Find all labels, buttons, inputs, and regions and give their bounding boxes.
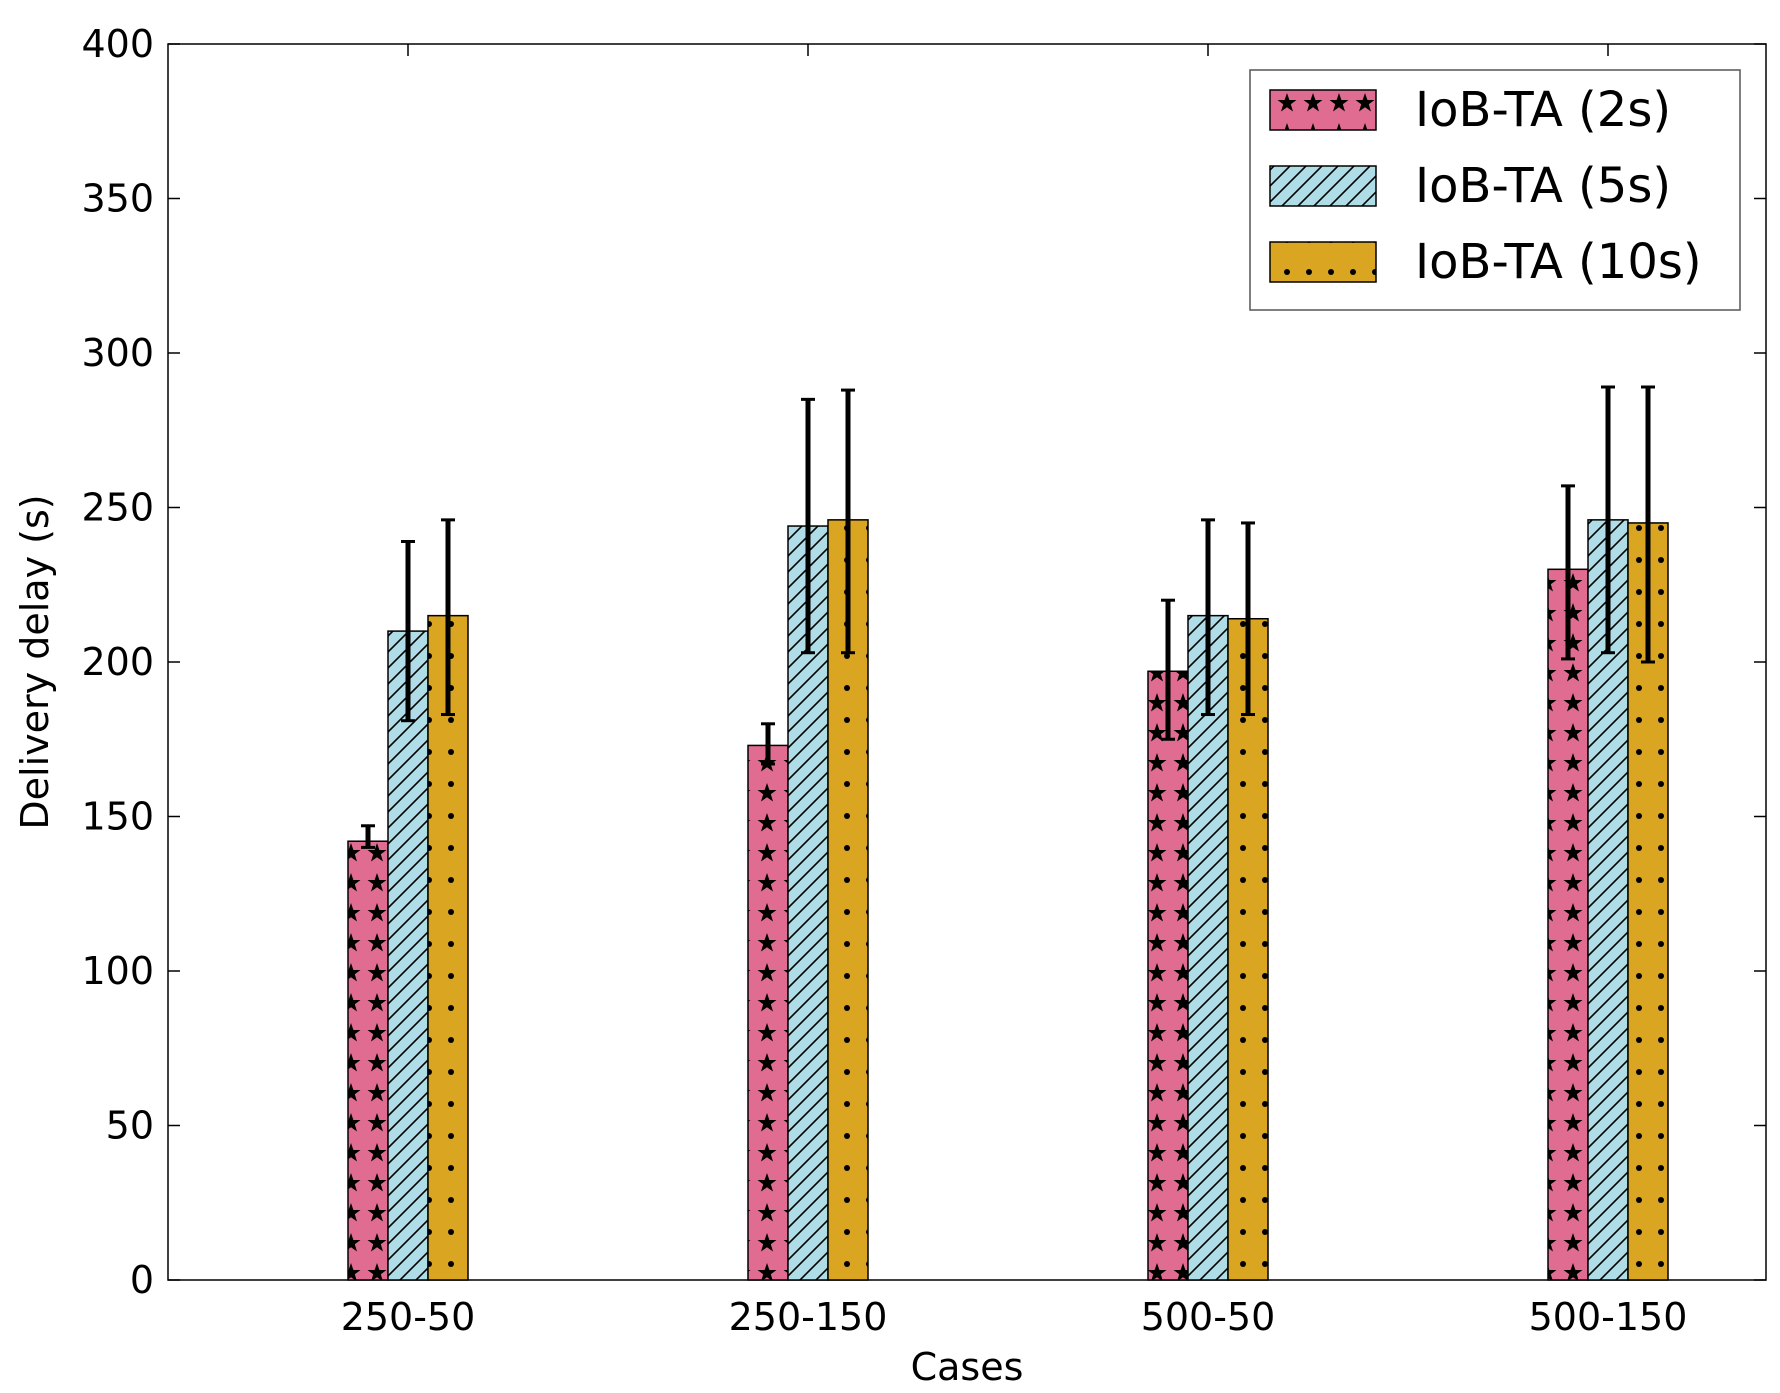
- x-tick-label-500-150: 500-150: [1529, 1295, 1688, 1339]
- y-tick-label-100: 100: [81, 949, 154, 993]
- bar-iob-ta-10s-500-50: [1227, 617, 1269, 1281]
- bar-iob-ta-10s-250-150: [827, 519, 869, 1281]
- bar-iob-ta-5s-250-150: [787, 525, 829, 1281]
- legend-swatch-iob-ta-5s: [1269, 165, 1377, 207]
- y-tick-label-400: 400: [81, 22, 154, 66]
- y-tick-label-250: 250: [81, 486, 154, 530]
- y-axis-label: Delivery delay (s): [13, 494, 57, 829]
- legend-swatch-iob-ta-2s: [1269, 89, 1377, 131]
- error-bars: [361, 385, 1655, 849]
- y-tick-label-300: 300: [81, 331, 154, 375]
- bar-iob-ta-5s-250-50: [387, 630, 429, 1281]
- x-tick-label-250-50: 250-50: [341, 1295, 476, 1339]
- bar-iob-ta-2s-250-150: [747, 744, 789, 1281]
- legend: IoB-TA (2s) IoB-TA (5s) IoB-TA (10s): [1249, 69, 1741, 311]
- x-axis-label: Cases: [911, 1345, 1024, 1389]
- y-tick-label-350: 350: [81, 177, 154, 221]
- legend-swatch-iob-ta-10s: [1269, 241, 1377, 283]
- legend-label-iob-ta-5s: IoB-TA (5s): [1415, 158, 1671, 214]
- y-tick-label-0: 0: [130, 1258, 154, 1302]
- y-tick-label-200: 200: [81, 640, 154, 684]
- legend-label-iob-ta-10s: IoB-TA (10s): [1415, 234, 1702, 290]
- bar-iob-ta-2s-500-150: [1547, 568, 1589, 1281]
- x-tick-labels: 250-50 250-150 500-50 500-150: [341, 1295, 1688, 1339]
- bar-iob-ta-10s-250-50: [427, 614, 469, 1281]
- legend-label-iob-ta-2s: IoB-TA (2s): [1415, 82, 1671, 138]
- x-tick-label-250-150: 250-150: [729, 1295, 888, 1339]
- bar-iob-ta-2s-250-50: [347, 840, 389, 1281]
- x-tick-label-500-50: 500-50: [1141, 1295, 1276, 1339]
- y-tick-labels: 0 50 100 150 200 250 300 350 400: [81, 22, 154, 1302]
- bar-iob-ta-2s-500-50: [1147, 670, 1189, 1281]
- y-tick-label-150: 150: [81, 795, 154, 839]
- y-tick-label-50: 50: [106, 1104, 154, 1148]
